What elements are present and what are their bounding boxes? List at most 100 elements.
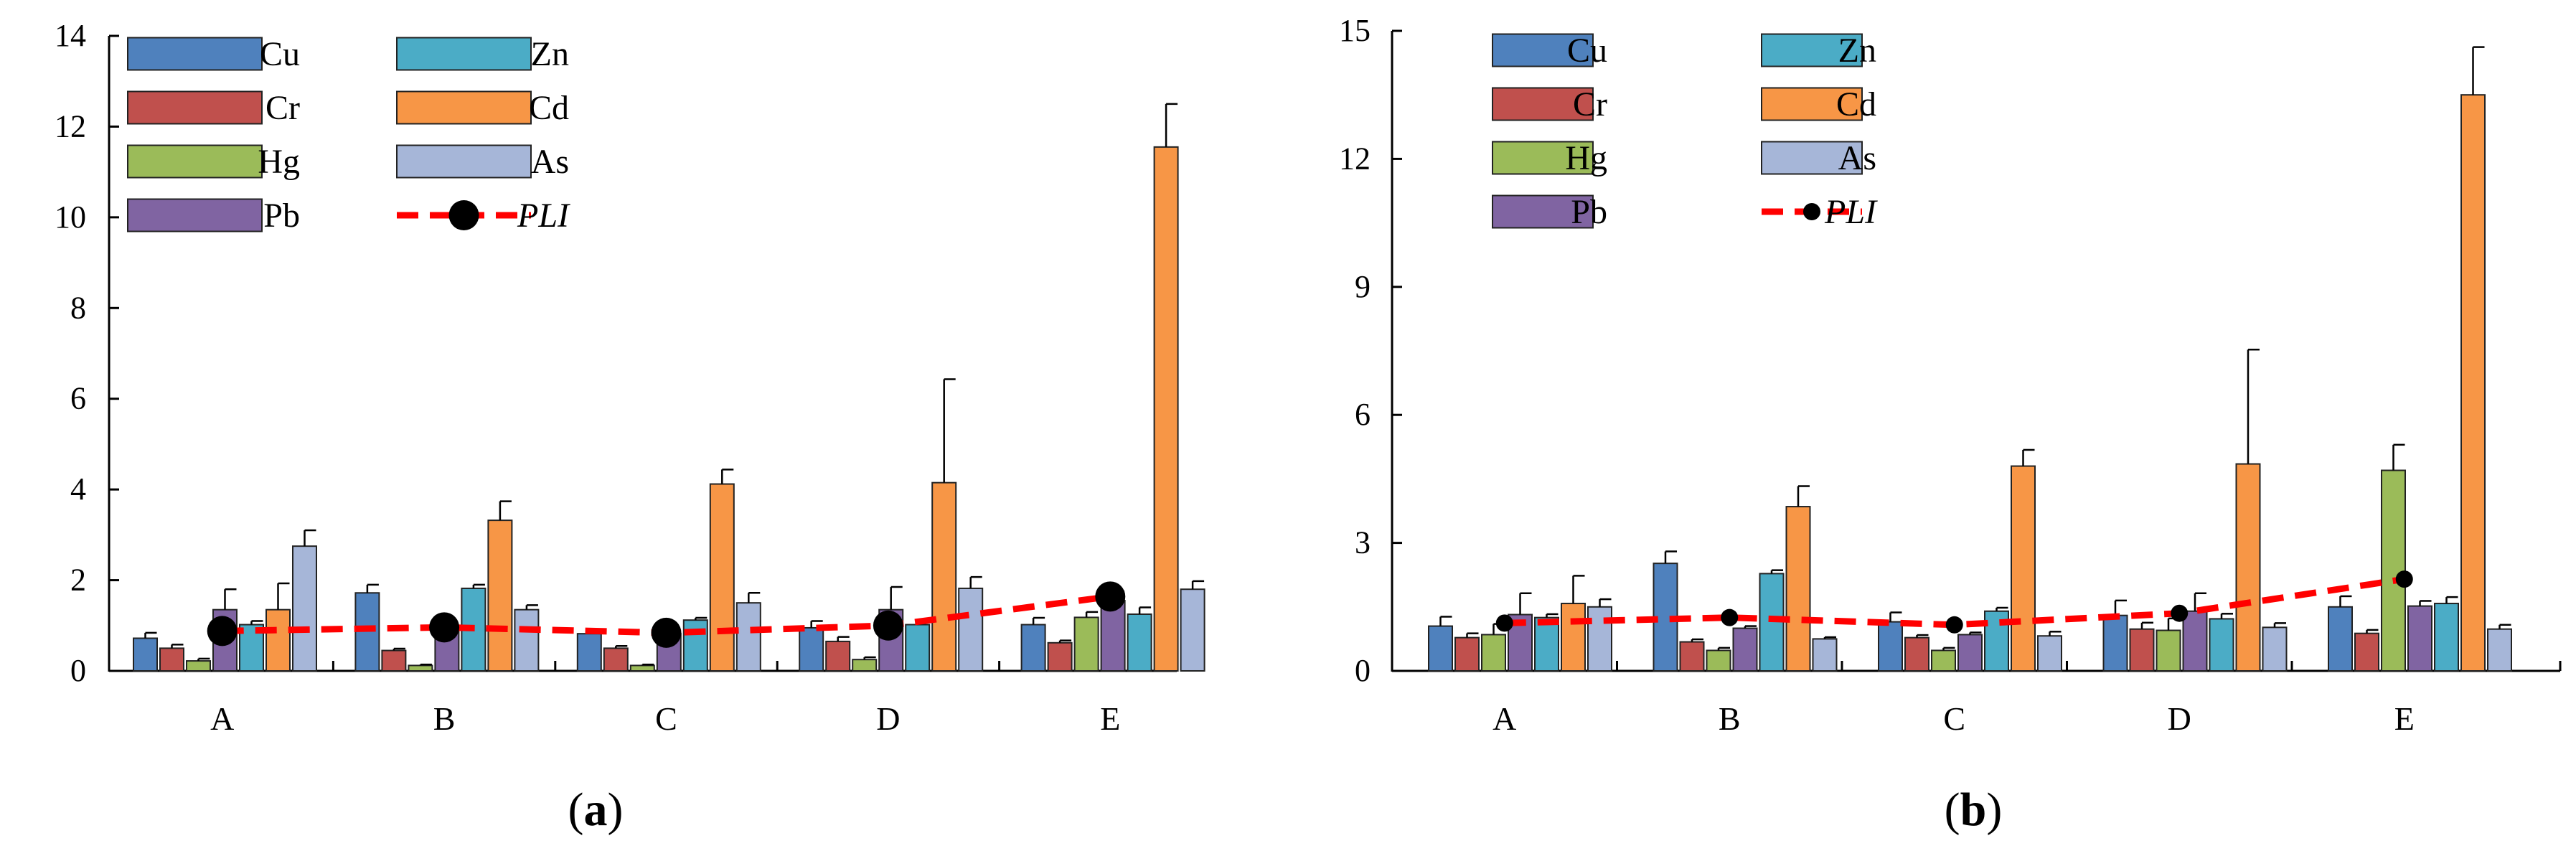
bar-zn-d (905, 624, 931, 672)
bar-hg-b (1706, 649, 1731, 672)
bar-cd-c (2011, 465, 2036, 672)
bar-cr-e (1047, 641, 1073, 672)
y-tick-label: 12 (1339, 141, 1371, 176)
bar-cd-b (1785, 506, 1811, 672)
bar-hg-d (852, 659, 878, 672)
legend-pli-marker (1803, 203, 1820, 220)
y-tick-label: 0 (1355, 653, 1371, 688)
panel-label-letter: a (584, 784, 608, 836)
legend-swatch-as (1761, 141, 1863, 175)
bar-cd-c (709, 483, 735, 672)
bar-cr-d (825, 640, 851, 672)
legend-swatch-cd (396, 90, 532, 125)
panel-label-letter: b (1960, 784, 1987, 836)
legend-label-cr: Cr (1573, 85, 1607, 123)
y-tick-label: 15 (1339, 13, 1371, 48)
x-tick-label: A (210, 700, 234, 737)
bar-cu-e (2328, 606, 2353, 672)
pli-point (1095, 581, 1126, 612)
bar-hg-a (186, 660, 211, 672)
legend-swatch-pb (1492, 194, 1594, 229)
bar-hg-b (408, 664, 433, 672)
legend-swatch-cu (127, 37, 263, 71)
bar-cr-e (2354, 632, 2379, 672)
bar-pb-d (2182, 610, 2208, 672)
x-tick-label: D (2168, 700, 2191, 737)
y-tick-label: 9 (1355, 269, 1371, 304)
y-tick-label: 8 (70, 290, 86, 325)
bar-as-a (1587, 606, 1612, 672)
y-tick-label: 6 (1355, 397, 1371, 432)
pli-point (2395, 570, 2413, 588)
legend-label-pli: PLI (517, 197, 570, 235)
pli-point (2171, 604, 2189, 622)
bar-cd-e (1153, 146, 1179, 672)
bar-as-d (958, 587, 984, 672)
legend-swatch-hg (1492, 141, 1594, 175)
bar-cu-c (1878, 621, 1903, 672)
y-tick-label: 3 (1355, 525, 1371, 560)
bar-as-c (2037, 635, 2062, 672)
bar-cd-d (2235, 463, 2261, 672)
panel-label: (b) (1945, 784, 2003, 836)
bar-hg-e (2381, 469, 2406, 672)
bar-cr-a (1454, 636, 1480, 672)
bar-hg-c (629, 664, 655, 672)
y-tick-label: 2 (70, 563, 86, 598)
bar-as-e (2487, 628, 2512, 672)
bar-pb-e (1100, 600, 1126, 672)
bar-hg-e (1073, 616, 1099, 672)
y-tick-label: 12 (55, 108, 86, 144)
bar-pb-b (1732, 627, 1758, 672)
y-tick-label: 4 (70, 471, 86, 507)
bar-zn-c (682, 619, 708, 672)
legend-label-zn: Zn (1838, 32, 1876, 70)
bar-cu-a (133, 637, 158, 672)
legend-swatch-cu (1492, 33, 1594, 67)
x-tick-label: B (433, 700, 456, 737)
legend-label-cu: Cu (260, 35, 300, 73)
bar-cu-e (1020, 624, 1046, 672)
legend-swatch-hg (127, 144, 263, 179)
legend-swatch-zn (1761, 33, 1863, 67)
bar-cr-c (1904, 636, 1929, 672)
bar-cr-b (381, 649, 407, 672)
bar-hg-d (2156, 629, 2181, 672)
pli-point (651, 617, 682, 648)
legend-label-as: As (531, 143, 569, 181)
panel-label: (a) (568, 784, 624, 836)
legend-swatch-zn (396, 37, 532, 71)
bar-zn-d (2209, 618, 2234, 672)
bar-cd-a (1561, 603, 1586, 672)
y-tick-label: 14 (55, 18, 86, 53)
legend-pli-marker (448, 200, 479, 230)
bar-cr-d (2129, 628, 2155, 672)
bar-cd-e (2460, 94, 2486, 672)
x-tick-label: B (1719, 700, 1741, 737)
pli-point (1945, 616, 1963, 634)
y-tick-label: 6 (70, 381, 86, 416)
bar-cr-a (159, 647, 184, 672)
bar-cr-b (1679, 641, 1705, 672)
legend-swatch-cd (1761, 87, 1863, 121)
bar-cu-d (2102, 614, 2128, 672)
bar-cu-a (1428, 625, 1453, 672)
legend-label-cu: Cu (1567, 32, 1607, 70)
legend-label-cr: Cr (265, 89, 300, 127)
legend-label-cd: Cd (1836, 85, 1876, 123)
legend-swatch-as (396, 144, 532, 179)
pli-point (1721, 608, 1739, 626)
bar-as-b (1812, 638, 1838, 672)
legend-label-pli: PLI (1824, 193, 1878, 231)
bar-hg-a (1481, 634, 1506, 672)
x-tick-label: D (876, 700, 900, 737)
bar-hg-c (1931, 649, 1956, 672)
legend-swatch-pb (127, 198, 263, 232)
legend-label-pb: Pb (1571, 193, 1607, 231)
x-tick-label: C (1943, 700, 1965, 737)
legend-swatch-cr (127, 90, 263, 125)
bar-as-d (2262, 626, 2288, 672)
bar-cu-d (799, 626, 824, 672)
x-tick-label: E (2394, 700, 2415, 737)
